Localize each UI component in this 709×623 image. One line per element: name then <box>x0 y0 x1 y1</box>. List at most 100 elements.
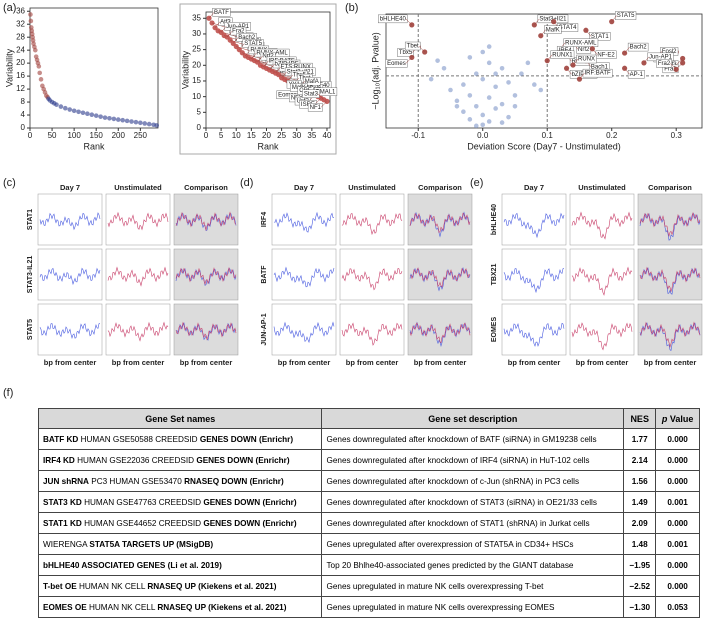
label-leader <box>643 56 650 64</box>
text-segment: HUMAN GSE22036 CREEDSID <box>74 455 197 465</box>
y-tick-label: 12 <box>16 84 25 93</box>
label-leader <box>226 30 233 38</box>
text-segment: Value <box>667 413 694 424</box>
point-label: Jun-AP1 <box>649 54 673 60</box>
label-leader <box>611 15 617 22</box>
header-cell: Gene set description <box>321 408 625 429</box>
label-leader <box>320 101 328 108</box>
y-tick-label: 25 <box>192 45 201 54</box>
profile-trace <box>639 321 701 349</box>
number-cell: 0.000 <box>655 554 700 576</box>
label-leader <box>281 71 287 78</box>
point <box>480 122 486 128</box>
text-segment: NES <box>630 413 649 424</box>
point <box>493 84 498 90</box>
text-segment: p <box>661 413 668 424</box>
point <box>102 115 108 120</box>
profile-trace <box>571 266 633 296</box>
point <box>28 12 33 17</box>
profile-trace <box>409 212 471 233</box>
x-axis-label: bp from center <box>508 358 561 367</box>
text-segment: bHLHE40 ASSOCIATED GENES (Li et al. 2019… <box>43 560 222 570</box>
x-axis-label: bp from center <box>644 358 697 367</box>
point <box>448 87 453 93</box>
x-axis-label: bp from center <box>112 358 165 367</box>
panel-label: (d) <box>240 177 253 189</box>
y-axis-label: −Log₁₀(adj. Pvalue) <box>370 32 380 110</box>
x-tick-label: 200 <box>112 131 126 140</box>
number-cell: 2.09 <box>623 512 657 534</box>
point <box>71 108 77 114</box>
x-tick-label: 0.0 <box>477 131 489 140</box>
text-segment: PC3 HUMAN GSE53470 <box>88 476 185 486</box>
table-header: Gene Set names Gene set description NES p V… <box>37 408 700 429</box>
point <box>467 55 473 60</box>
profile-frame <box>37 248 103 301</box>
text-segment: HUMAN GSE47763 CREEDSID <box>81 497 204 507</box>
gsea-table: Gene Set names Gene set description NES p V… <box>37 408 700 618</box>
label-box <box>656 59 672 68</box>
label-leader <box>317 93 325 100</box>
label-box <box>302 89 320 98</box>
profile-frame <box>37 193 103 246</box>
point-label: Bach1 <box>591 64 609 70</box>
text-cell: Genes downregulated after knockdown of B… <box>321 428 625 450</box>
label-leader <box>263 60 269 68</box>
profile-frame <box>271 248 337 301</box>
point <box>124 118 130 124</box>
point <box>36 64 42 69</box>
text-segment: GENES DOWN (Enrichr) <box>203 518 297 528</box>
text-segment: Gene Set names <box>145 413 216 424</box>
table-row: JUN shRNA PC3 HUMAN GSE53470 RNASEQ DOWN… <box>37 470 700 492</box>
label-box <box>615 11 637 20</box>
y-tick-label: 32 <box>16 19 25 28</box>
label-box <box>385 59 408 68</box>
number-cell: −1.95 <box>623 554 657 576</box>
point <box>493 71 498 77</box>
text-cell: Genes upregulated after overexpression o… <box>321 533 625 555</box>
point <box>454 103 460 109</box>
y-tick-label: 24 <box>16 45 25 54</box>
profile-frame <box>501 193 567 246</box>
profile-frame <box>105 303 171 356</box>
point <box>461 109 466 115</box>
y-tick-label: 20 <box>192 60 201 69</box>
text-cell: Genes downregulated after knockdown of S… <box>321 512 625 534</box>
label-box <box>589 32 611 41</box>
point <box>129 119 134 124</box>
label-leader <box>405 18 412 26</box>
profile-trace <box>639 212 701 241</box>
label-leader <box>257 56 263 63</box>
profile-trace <box>503 322 565 347</box>
text-segment: HUMAN GSE44652 CREEDSID <box>81 518 204 528</box>
point <box>209 20 215 26</box>
label-leader <box>624 68 630 75</box>
point <box>467 93 473 98</box>
x-tick-label: 5 <box>219 131 224 140</box>
text-segment: JUN shRNA <box>43 476 89 486</box>
point <box>441 65 447 71</box>
number-cell: 1.49 <box>623 491 657 513</box>
number-cell: 1.56 <box>623 470 657 492</box>
profile-trace <box>175 321 237 341</box>
panel-label: (c) <box>3 177 16 189</box>
table-row: EOMES OE HUMAN NK CELL RNASEQ UP (Kieken… <box>37 596 700 618</box>
point-label: NF-E2 <box>597 52 615 58</box>
profile-trace <box>341 322 403 346</box>
profile-trace <box>503 212 565 239</box>
table-body: BATF KD HUMAN GSE50588 CREEDSID GENES DO… <box>37 428 700 618</box>
column-header: Comparison <box>418 183 462 192</box>
point <box>67 107 73 112</box>
profile-frame <box>501 248 567 301</box>
label-leader <box>585 30 592 37</box>
point-label: Bach2 <box>630 45 648 51</box>
x-tick-label: 0 <box>204 131 209 140</box>
table-row: STAT3 KD HUMAN GSE47763 CREEDSID GENES D… <box>37 491 700 513</box>
label-box <box>378 14 408 24</box>
label-box <box>563 38 599 47</box>
column-header: Comparison <box>648 183 692 192</box>
point <box>28 18 34 24</box>
x-axis-label: bp from center <box>44 358 97 367</box>
row-label: EOMES <box>491 317 498 343</box>
